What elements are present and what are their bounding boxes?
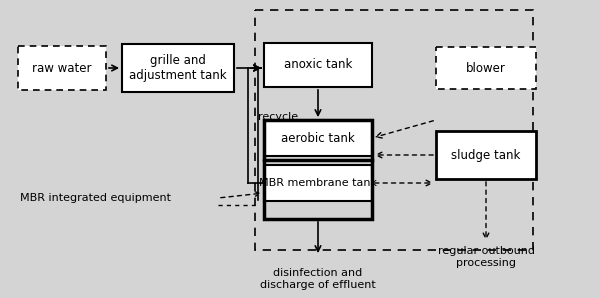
Bar (436, 131, 536, 179)
Text: aerobic tank: aerobic tank (281, 131, 355, 145)
Bar (255, 10, 533, 250)
Text: raw water: raw water (32, 61, 92, 74)
Text: sludge tank: sludge tank (451, 148, 521, 162)
Text: anoxic tank: anoxic tank (284, 58, 352, 72)
Text: grille and
adjustment tank: grille and adjustment tank (129, 54, 227, 82)
Text: regular outbound
processing: regular outbound processing (437, 246, 535, 268)
Bar (264, 120, 372, 156)
Text: MBR integrated equipment: MBR integrated equipment (19, 193, 170, 203)
Bar (436, 47, 536, 89)
Bar (264, 165, 372, 201)
Bar (18, 46, 106, 90)
Text: blower: blower (466, 61, 506, 74)
Bar (122, 44, 234, 92)
Bar (264, 43, 372, 87)
Text: MBR membrane tank: MBR membrane tank (259, 178, 377, 188)
Bar (264, 120, 372, 219)
Text: recycle: recycle (258, 112, 298, 122)
Text: disinfection and
discharge of effluent: disinfection and discharge of effluent (260, 268, 376, 290)
